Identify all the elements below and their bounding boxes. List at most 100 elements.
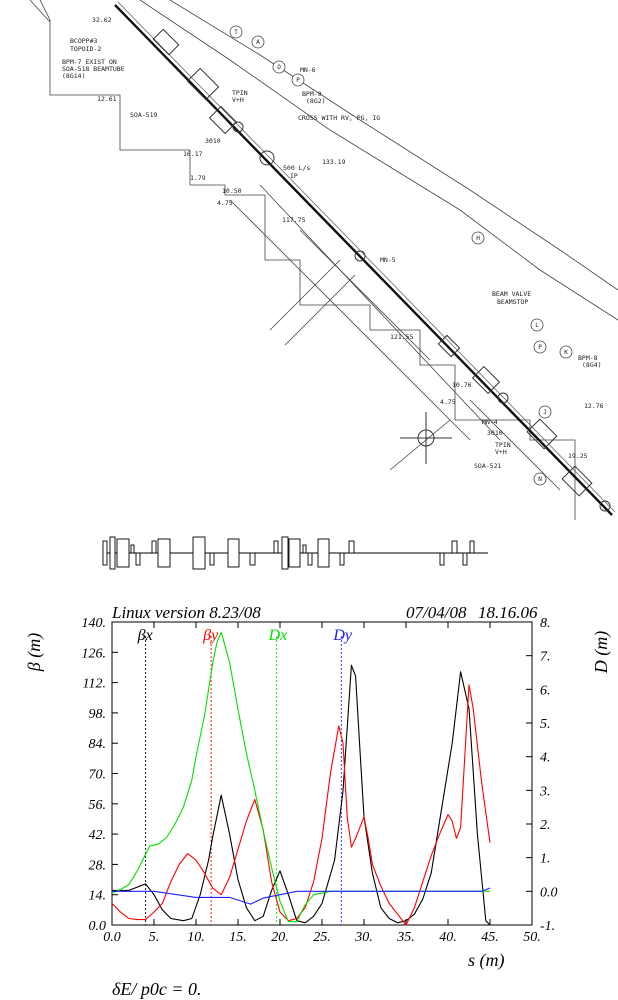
callout-label: BPM-7 EXIST ON <box>62 58 117 66</box>
balloon-letter: J <box>543 409 547 416</box>
y-tick-label: 0.0 <box>89 919 107 934</box>
y-tick-label: 42. <box>89 828 107 843</box>
callout-label: 3010 <box>205 137 221 145</box>
dim-label: 4.75 <box>440 398 456 406</box>
x-axis-title: s (m) <box>468 950 505 971</box>
x-tick-label: 30. <box>354 930 373 945</box>
callout-label: V+H <box>232 96 244 104</box>
y-tick-label: 84. <box>89 737 107 752</box>
drawing-balloons <box>229 25 573 486</box>
callout-label: SOA-518 BEAMTUBE <box>62 65 125 73</box>
balloon-letter: O <box>277 64 281 71</box>
series-line <box>111 684 491 926</box>
drawing-balloon-text: T A O P H L P K J N <box>234 29 568 483</box>
drawing-dimensions: 32.62 12.61 16.17 1.79 10.50 4.75 117.75… <box>92 16 604 460</box>
x-tick-label: 35. <box>396 930 415 945</box>
balloon-letter: P <box>538 344 542 351</box>
plot-legend: βx βy Dx Dy <box>137 627 353 925</box>
y-tick-label: 140. <box>82 616 107 631</box>
callout-label: SOA-521 <box>474 462 501 470</box>
callout-label: IP <box>290 172 298 180</box>
balloon-letter: P <box>296 77 300 84</box>
beamline-drawing: 32.62 12.61 16.17 1.79 10.50 4.75 117.75… <box>29 0 618 520</box>
dim-label: 121.55 <box>390 333 414 341</box>
y2-tick-label: 2. <box>540 818 551 833</box>
y-tick-label: 70. <box>89 768 107 783</box>
optics-chart: Linux version 8.23/08 07/04/08 18.16.06 … <box>24 603 612 999</box>
dim-label: 19.25 <box>568 452 588 460</box>
dim-label: 117.75 <box>282 216 306 224</box>
y-tick-label: 28. <box>89 858 107 873</box>
x-tick-label: 50. <box>523 930 541 945</box>
y2-tick-label: 7. <box>540 650 551 665</box>
y2-tick-label: -1. <box>540 919 555 934</box>
plot-header-time: 18.16.06 <box>478 603 538 622</box>
callout-label: BEAMSTOP <box>497 298 528 306</box>
callout-label: BEAM VALVE <box>492 290 531 298</box>
y-axis-left-title: β (m) <box>24 633 45 672</box>
y-tick-label: 126. <box>82 646 107 661</box>
dim-label: 10.50 <box>222 187 242 195</box>
dim-label: 16.17 <box>183 150 203 158</box>
series-line <box>112 664 491 926</box>
callout-label: 500 L/s <box>283 164 310 172</box>
dim-label: 10.76 <box>452 381 472 389</box>
lattice-elements <box>102 536 475 570</box>
dim-label: 1.79 <box>190 174 206 182</box>
balloon-letter: H <box>476 235 480 242</box>
callout-label: MN-6 <box>300 66 316 74</box>
legend-label: Dx <box>268 627 288 644</box>
callout-label: V+H <box>495 448 507 456</box>
y-axis-right-title: D (m) <box>591 631 612 675</box>
callout-label: BPM-9 <box>302 90 322 98</box>
plot-series <box>111 631 491 926</box>
plot-header-left: Linux version 8.23/08 <box>111 603 261 622</box>
x-tick-label: 10. <box>187 930 205 945</box>
y-tick-label: 112. <box>83 677 106 692</box>
balloon-letter: T <box>234 29 238 36</box>
dim-label: 32.62 <box>92 16 112 24</box>
balloon-letter: L <box>535 322 539 329</box>
callout-label: (8G4) <box>582 361 602 369</box>
callout-label: BCOPP#3 <box>70 37 97 45</box>
callout-label: (8G14) <box>62 72 85 80</box>
callout-label: TPIN <box>232 89 248 97</box>
dim-label: 133.19 <box>322 158 346 166</box>
drawing-components <box>152 28 611 512</box>
legend-label: βy <box>202 627 219 644</box>
y2-tick-label: 5. <box>540 717 551 732</box>
x-tick-label: 5. <box>149 930 160 945</box>
x-tick-label: 45. <box>481 930 499 945</box>
plot-area-border <box>111 621 533 926</box>
balloon-letter: A <box>256 39 260 46</box>
y2-tick-label: 0.0 <box>540 885 558 900</box>
plot-header-date: 07/04/08 <box>406 603 467 622</box>
x-tick-label: 0.0 <box>103 930 121 945</box>
callout-label: 3010 <box>487 429 503 437</box>
dim-label: 12.76 <box>584 402 604 410</box>
lattice-diagram <box>102 536 488 570</box>
y-tick-label: 56. <box>89 798 107 813</box>
callout-label: TPIN <box>495 441 511 449</box>
callout-label: MN-4 <box>482 418 498 426</box>
balloon-letter: K <box>564 349 568 356</box>
y2-tick-label: 8. <box>540 616 551 631</box>
plot-frame <box>111 621 533 926</box>
y2-tick-label: 4. <box>540 751 551 766</box>
axis-ticks: 0.0 5. 10. 15. 20. 25. 30. 35. 40. 45. 50. 0.0 14. 28… <box>82 616 558 945</box>
y2-tick-label: 3. <box>539 784 551 799</box>
callout-label: CROSS WITH RV, PG, IG <box>298 114 380 122</box>
legend-label: Dy <box>332 627 353 644</box>
x-tick-label: 20. <box>271 930 289 945</box>
x-tick-label: 25. <box>313 930 331 945</box>
plot-footer: δE/ p0c = 0. <box>112 979 202 999</box>
dim-label: 4.75 <box>217 199 233 207</box>
callout-label: TOPOID-2 <box>70 45 101 53</box>
x-tick-label: 40. <box>439 930 457 945</box>
y-tick-label: 14. <box>89 889 107 904</box>
callout-label: BPM-8 <box>578 354 598 362</box>
dim-label: 12.61 <box>97 95 117 103</box>
legend-label: βx <box>137 627 153 644</box>
balloon-letter: N <box>538 476 542 483</box>
drawing-callouts: BCOPP#3 TOPOID-2 BPM-7 EXIST ON SOA-518 … <box>62 37 602 470</box>
